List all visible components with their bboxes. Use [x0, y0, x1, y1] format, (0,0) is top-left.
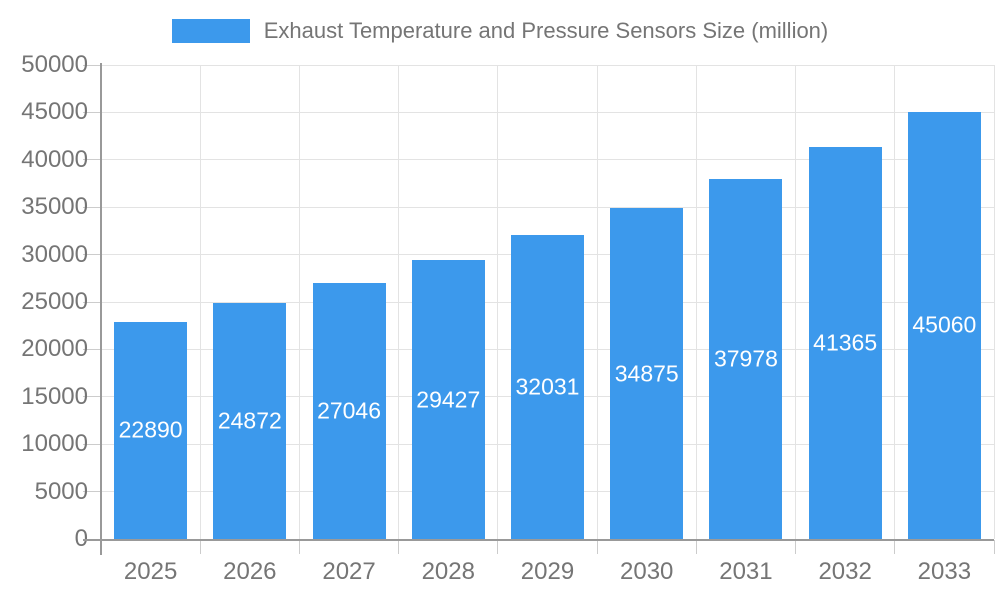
x-axis-tick-label: 2033	[917, 558, 972, 585]
vertical-gridline	[695, 65, 697, 539]
x-axis-tick-label: 2028	[421, 558, 475, 585]
vertical-gridline	[298, 65, 300, 539]
bar-value-label: 27046	[317, 397, 382, 424]
x-axis-tick	[795, 540, 797, 554]
y-axis-tick	[83, 64, 101, 66]
x-axis-tick-label: 2027	[322, 558, 376, 585]
vertical-gridline	[894, 65, 896, 539]
y-axis-tick-label: 35000	[21, 193, 88, 221]
x-axis-tick-label: 2029	[520, 558, 575, 585]
chart-bar: 27046	[312, 282, 386, 539]
x-axis-tick	[695, 540, 697, 554]
bar-value-label: 41365	[813, 329, 878, 356]
y-axis-tick	[83, 443, 101, 445]
bar-value-label: 29427	[416, 386, 481, 412]
chart-bar: 24872	[213, 303, 287, 539]
y-axis-tick-label: 15000	[21, 382, 88, 410]
y-axis-tick	[83, 111, 101, 113]
bar-value-label: 32031	[515, 373, 580, 400]
y-axis-tick-label: 50000	[21, 51, 88, 78]
y-axis-tick-label: 30000	[21, 240, 88, 268]
chart-bar: 37978	[709, 178, 783, 539]
x-axis-tick	[199, 540, 201, 554]
x-axis-tick	[993, 540, 995, 554]
x-axis-tick	[596, 540, 598, 554]
vertical-gridline	[398, 65, 400, 539]
y-axis-tick	[83, 396, 101, 398]
x-axis-tick	[894, 540, 896, 554]
vertical-gridline	[596, 65, 598, 539]
x-axis-line	[83, 539, 994, 541]
chart-bar: 41365	[808, 146, 882, 539]
legend-swatch[interactable]	[171, 19, 250, 43]
chart-bar: 34875	[610, 208, 684, 539]
chart-bar: 32031	[511, 235, 584, 539]
y-axis-tick-label: 40000	[21, 145, 88, 173]
x-axis-tick	[398, 540, 400, 554]
y-axis-tick	[83, 348, 101, 350]
legend-label[interactable]: Exhaust Temperature and Pressure Sensors…	[263, 18, 829, 43]
bar-value-label: 34875	[614, 360, 679, 387]
y-axis-tick-label: 0	[74, 525, 88, 552]
y-axis-tick	[83, 491, 101, 493]
x-axis-tick-label: 2030	[620, 558, 674, 585]
y-axis-tick-label: 10000	[21, 430, 88, 458]
chart-bar: 45060	[907, 111, 981, 539]
x-axis-tick	[298, 540, 300, 554]
y-axis-tick	[83, 206, 101, 208]
y-axis-tick	[83, 159, 101, 161]
vertical-gridline	[199, 65, 201, 539]
x-axis-tick-label: 2032	[818, 558, 872, 585]
x-axis-tick	[497, 540, 499, 554]
bar-value-label: 45060	[912, 311, 977, 338]
bar-value-label: 22890	[118, 416, 183, 443]
bar-value-label: 37978	[713, 345, 778, 372]
y-axis-line	[100, 63, 102, 555]
y-axis-tick-label: 45000	[21, 98, 88, 126]
vertical-gridline	[993, 65, 995, 539]
horizontal-gridline	[101, 111, 994, 113]
horizontal-gridline	[101, 159, 994, 161]
x-axis-tick-label: 2026	[223, 558, 277, 585]
y-axis-tick	[83, 254, 101, 256]
legend[interactable]: Exhaust Temperature and Pressure Sensors…	[0, 18, 1000, 44]
chart-bar: 29427	[411, 260, 485, 539]
chart-bar: 22890	[114, 322, 188, 539]
horizontal-gridline	[101, 206, 994, 208]
y-axis-tick-label: 5000	[34, 477, 88, 505]
y-axis-tick	[83, 301, 101, 303]
y-axis-tick-label: 25000	[21, 288, 88, 315]
x-axis-tick-label: 2025	[123, 558, 178, 585]
horizontal-gridline	[101, 64, 994, 66]
vertical-gridline	[497, 65, 499, 539]
y-axis-tick-label: 20000	[21, 335, 88, 363]
bar-value-label: 24872	[217, 407, 282, 434]
vertical-gridline	[795, 65, 797, 539]
x-axis-tick-label: 2031	[719, 558, 773, 585]
